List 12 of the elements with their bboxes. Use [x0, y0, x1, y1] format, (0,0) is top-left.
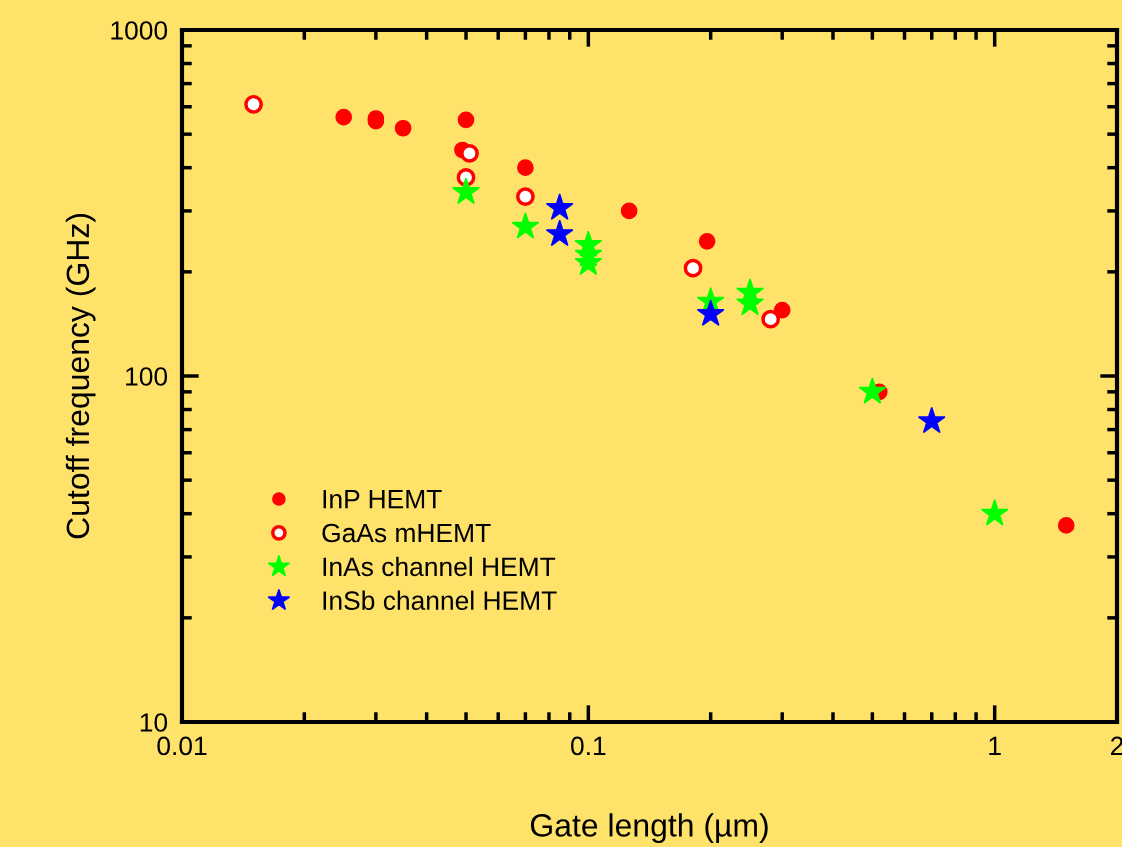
legend-label: InAs channel HEMT — [323, 556, 556, 577]
x-tick-label: 0.1 — [571, 736, 606, 756]
y-tick-label: 10 — [140, 713, 168, 732]
legend-label: GaAs mHEMT — [322, 523, 491, 543]
legend-label: InSb channel HEMT — [323, 590, 557, 610]
y-axis-title: Cutoff frequency (GHz) — [65, 214, 96, 539]
y-tick-label: 100 — [126, 367, 168, 386]
x-axis-title: Gate length (µm) — [530, 813, 768, 844]
y-tick-label: 1000 — [111, 21, 168, 40]
legend-label: InP HEMT — [323, 490, 442, 509]
x-tick-label: 0.01 — [157, 736, 207, 756]
x-tick-label: 1 — [989, 736, 1001, 756]
